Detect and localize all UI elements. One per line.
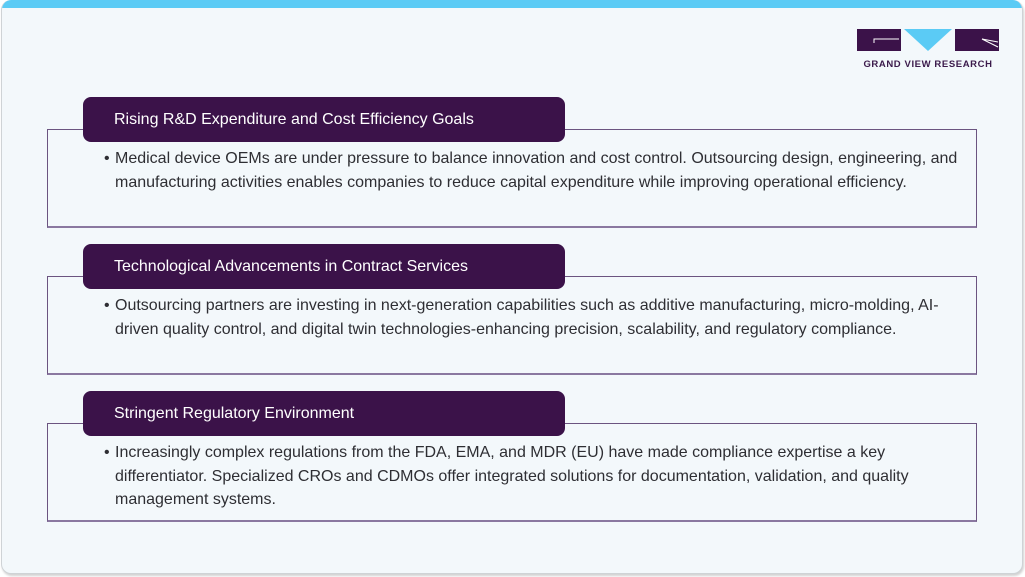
section-card-tech-advancements: [47, 276, 977, 375]
gvr-logo-icon: [857, 29, 999, 51]
brand-logo: GRAND VIEW RESEARCH: [857, 29, 999, 71]
section-title-rd-expenditure: Rising R&D Expenditure and Cost Efficien…: [83, 97, 565, 142]
section-body-rd-expenditure: • Medical device OEMs are under pressure…: [104, 147, 964, 194]
section-text: Medical device OEMs are under pressure t…: [115, 150, 958, 191]
bullet-icon: •: [104, 444, 110, 461]
section-title-tech-advancements: Technological Advancements in Contract S…: [83, 244, 565, 289]
section-card-regulatory: [47, 423, 977, 522]
section-card-rd-expenditure: [47, 129, 977, 228]
section-title-regulatory: Stringent Regulatory Environment: [83, 391, 565, 436]
section-body-tech-advancements: • Outsourcing partners are investing in …: [104, 294, 964, 341]
accent-top-bar: [2, 0, 1022, 8]
brand-name: GRAND VIEW RESEARCH: [863, 59, 993, 70]
section-text: Increasingly complex regulations from th…: [115, 444, 909, 508]
section-body-regulatory: • Increasingly complex regulations from …: [104, 441, 964, 512]
bullet-icon: •: [104, 297, 110, 314]
section-text: Outsourcing partners are investing in ne…: [115, 297, 939, 338]
bullet-icon: •: [104, 150, 110, 167]
